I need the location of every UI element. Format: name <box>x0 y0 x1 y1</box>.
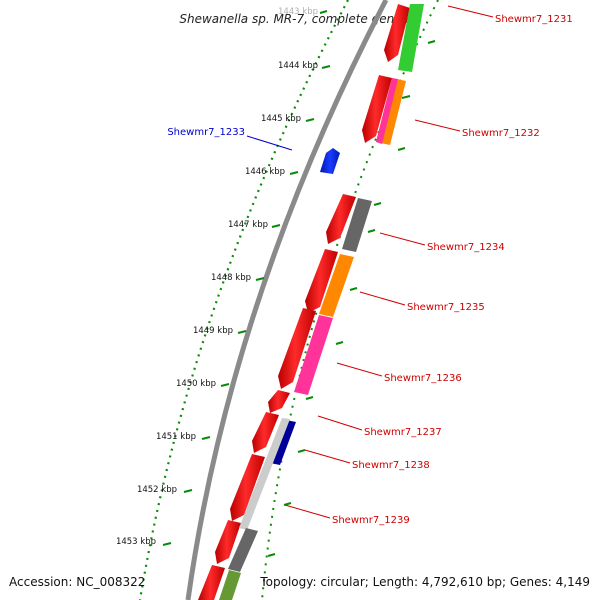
connector <box>317 415 363 431</box>
cog-block-orange[interactable] <box>319 254 354 317</box>
label-connectors <box>246 5 494 519</box>
gene-arrow[interactable] <box>252 412 279 453</box>
connector <box>414 119 461 132</box>
tick-mark <box>367 229 376 233</box>
tick-mark <box>305 118 315 122</box>
backbone-ring <box>185 0 389 600</box>
gene-arrow[interactable] <box>198 565 225 600</box>
tick-mark <box>427 40 436 44</box>
tick-label: 1451 kbp <box>156 432 196 442</box>
tick-mark <box>321 65 331 69</box>
gene-arrow-blue[interactable] <box>320 148 340 174</box>
tick-label: 1453 kbp <box>116 537 156 547</box>
tick-mark <box>401 95 411 99</box>
tick-label: 1449 kbp <box>193 326 233 336</box>
scale-ticks: 1443 kbp 1444 kbp 1445 kbp 1446 kbp 1447… <box>116 7 331 547</box>
gene-label-1238[interactable]: Shewmr7_1238 <box>352 460 430 471</box>
forward-genes <box>198 4 410 600</box>
gene-arrow[interactable] <box>384 4 410 62</box>
gene-arrow[interactable] <box>268 390 290 413</box>
connector <box>336 362 383 377</box>
connector <box>379 232 426 246</box>
tick-mark <box>220 383 230 387</box>
connector <box>304 449 351 464</box>
tick-mark <box>183 489 193 493</box>
tick-label: 1448 kbp <box>211 273 251 283</box>
tick-label: 1444 kbp <box>278 61 318 71</box>
tick-mark <box>201 436 211 440</box>
gene-label-1231[interactable]: Shewmr7_1231 <box>495 14 573 25</box>
gene-label-1234[interactable]: Shewmr7_1234 <box>427 242 505 253</box>
gene-arrow[interactable] <box>230 454 265 521</box>
cog-block-olive[interactable] <box>219 570 241 600</box>
cog-block-darkgray[interactable] <box>228 528 258 572</box>
cog-block-lightgray[interactable] <box>239 418 290 530</box>
tick-mark <box>162 542 172 546</box>
accession-text: Accession: NC_008322 <box>9 575 145 589</box>
cog-blocks <box>219 4 424 600</box>
connector <box>447 5 494 18</box>
gene-label-1239[interactable]: Shewmr7_1239 <box>332 515 410 526</box>
tick-mark <box>297 449 306 453</box>
tick-mark <box>319 10 328 14</box>
gene-label-1232[interactable]: Shewmr7_1232 <box>462 128 540 139</box>
cog-block-magenta[interactable] <box>376 78 398 144</box>
cog-block-darkgray[interactable] <box>342 198 372 252</box>
tick-mark <box>373 202 382 206</box>
gene-arrow[interactable] <box>278 308 316 389</box>
tick-mark <box>255 277 265 281</box>
cog-block-green[interactable] <box>398 4 424 72</box>
tick-mark <box>349 287 358 291</box>
tick-mark <box>237 330 247 334</box>
tick-mark <box>267 553 276 557</box>
gene-label-1235[interactable]: Shewmr7_1235 <box>407 302 485 313</box>
tick-mark <box>283 502 292 506</box>
tick-label: 1443 kbp <box>278 7 318 17</box>
tick-mark <box>289 171 299 175</box>
tick-label: 1452 kbp <box>137 485 177 495</box>
tick-mark <box>397 147 406 151</box>
gene-labels: Shewmr7_1231 Shewmr7_1232 Shewmr7_1233 S… <box>167 14 572 526</box>
gene-arrow[interactable] <box>305 249 338 313</box>
topology-text: Topology: circular; Length: 4,792,610 bp… <box>259 575 590 589</box>
connector <box>359 291 406 306</box>
tick-label: 1450 kbp <box>176 379 216 389</box>
tick-label: 1445 kbp <box>261 114 301 124</box>
tick-mark <box>305 396 314 400</box>
tick-label: 1446 kbp <box>245 167 285 177</box>
gene-label-1233[interactable]: Shewmr7_1233 <box>167 127 245 138</box>
gene-arrow[interactable] <box>215 520 241 564</box>
connector <box>284 504 331 519</box>
gene-label-1237[interactable]: Shewmr7_1237 <box>364 427 442 438</box>
tick-mark <box>271 224 281 228</box>
tick-mark <box>335 341 344 345</box>
connector <box>246 135 293 151</box>
gene-arrow[interactable] <box>362 75 392 143</box>
cog-block-magenta[interactable] <box>294 315 333 395</box>
outer-tick-track <box>261 0 439 600</box>
tick-label: 1447 kbp <box>228 220 268 230</box>
gene-arrow[interactable] <box>326 194 356 244</box>
map-title: Shewanella sp. MR-7, complete genome <box>179 12 420 26</box>
gene-label-1236[interactable]: Shewmr7_1236 <box>384 373 462 384</box>
